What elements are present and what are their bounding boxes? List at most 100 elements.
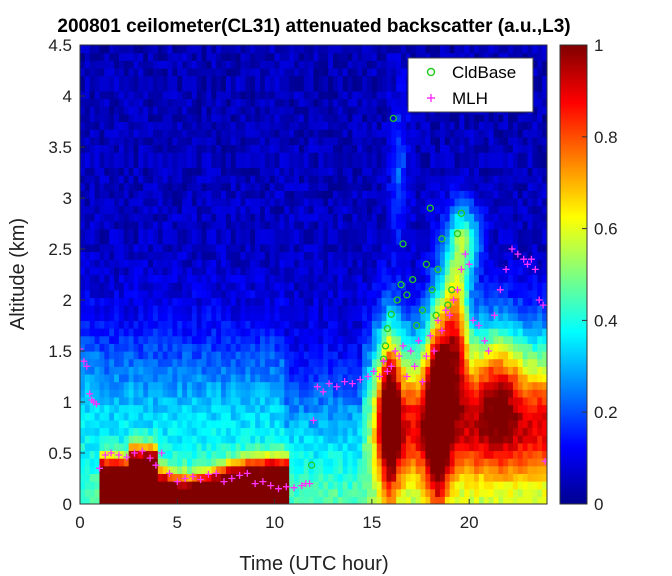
heatmap-cell bbox=[187, 205, 193, 214]
heatmap-cell bbox=[250, 366, 256, 375]
heatmap-cell bbox=[332, 243, 339, 253]
heatmap-cell bbox=[196, 67, 203, 77]
heatmap-cell bbox=[376, 442, 383, 452]
heatmap-cell bbox=[474, 366, 480, 375]
heatmap-cell bbox=[191, 67, 198, 77]
heatmap-cell bbox=[367, 152, 373, 161]
heatmap-cell bbox=[157, 75, 164, 84]
heatmap-cell bbox=[216, 328, 222, 337]
heatmap-cell bbox=[284, 297, 290, 306]
heatmap-cell bbox=[240, 351, 246, 360]
heatmap-cell bbox=[274, 274, 281, 283]
heatmap-cell bbox=[357, 396, 363, 406]
heatmap-cell bbox=[80, 305, 86, 314]
heatmap-cell bbox=[99, 236, 105, 245]
heatmap-cell bbox=[313, 182, 319, 191]
heatmap-cell bbox=[177, 297, 183, 306]
heatmap-cell bbox=[474, 182, 480, 191]
heatmap-cell bbox=[259, 351, 266, 360]
heatmap-cell bbox=[99, 190, 105, 199]
heatmap-cell bbox=[415, 259, 422, 268]
heatmap-cell bbox=[255, 266, 261, 276]
heatmap-cell bbox=[133, 205, 139, 214]
heatmap-cell bbox=[425, 144, 431, 153]
heatmap-cell bbox=[420, 175, 426, 184]
heatmap-cell bbox=[133, 75, 139, 84]
heatmap-cell bbox=[264, 198, 271, 207]
heatmap-cell bbox=[201, 67, 208, 77]
heatmap-cell bbox=[454, 496, 461, 504]
heatmap-cell bbox=[143, 358, 149, 367]
heatmap-cell bbox=[425, 343, 431, 352]
heatmap-cell bbox=[133, 213, 139, 222]
heatmap-cell bbox=[425, 289, 431, 299]
heatmap-cell bbox=[269, 396, 276, 406]
heatmap-cell bbox=[133, 106, 139, 115]
heatmap-cell bbox=[143, 442, 149, 452]
heatmap-cell bbox=[328, 106, 334, 115]
heatmap-cell bbox=[337, 144, 344, 153]
heatmap-cell bbox=[474, 136, 480, 146]
heatmap-cell bbox=[182, 381, 188, 390]
heatmap-cell bbox=[415, 129, 422, 138]
heatmap-cell bbox=[167, 129, 174, 138]
heatmap-cell bbox=[279, 381, 285, 390]
heatmap-cell bbox=[216, 473, 222, 482]
heatmap-cell bbox=[143, 343, 149, 352]
heatmap-cell bbox=[259, 328, 266, 337]
heatmap-cell bbox=[206, 488, 212, 497]
heatmap-cell bbox=[206, 381, 212, 390]
heatmap-cell bbox=[459, 343, 465, 352]
heatmap-cell bbox=[162, 90, 169, 100]
heatmap-cell bbox=[308, 289, 315, 299]
heatmap-cell bbox=[123, 175, 130, 184]
heatmap-cell bbox=[449, 404, 456, 413]
heatmap-cell bbox=[196, 136, 203, 146]
heatmap-cell bbox=[352, 274, 358, 283]
heatmap-cell bbox=[294, 236, 300, 245]
heatmap-cell bbox=[269, 213, 276, 222]
heatmap-cell bbox=[347, 259, 354, 268]
heatmap-cell bbox=[439, 297, 446, 306]
heatmap-cell bbox=[191, 458, 198, 467]
heatmap-cell bbox=[439, 366, 446, 375]
heatmap-cell bbox=[80, 358, 86, 367]
heatmap-cell bbox=[187, 312, 193, 321]
heatmap-cell bbox=[478, 481, 485, 490]
heatmap-cell bbox=[152, 488, 159, 497]
heatmap-cell bbox=[284, 113, 290, 123]
heatmap-cell bbox=[376, 205, 383, 214]
heatmap-cell bbox=[410, 473, 417, 482]
heatmap-cell bbox=[469, 259, 475, 268]
heatmap-cell bbox=[294, 381, 300, 390]
heatmap-cell bbox=[80, 190, 86, 199]
heatmap-cell bbox=[323, 251, 329, 260]
heatmap-cell bbox=[376, 129, 383, 138]
heatmap-cell bbox=[240, 358, 246, 367]
heatmap-cell bbox=[308, 129, 315, 138]
heatmap-cell bbox=[396, 67, 402, 77]
heatmap-cell bbox=[401, 473, 407, 482]
heatmap-cell bbox=[328, 259, 334, 268]
heatmap-cell bbox=[123, 312, 130, 321]
heatmap-cell bbox=[435, 366, 441, 375]
heatmap-cell bbox=[478, 220, 485, 230]
heatmap-cell bbox=[459, 190, 465, 199]
heatmap-cell bbox=[469, 121, 475, 130]
heatmap-cell bbox=[250, 198, 256, 207]
heatmap-cell bbox=[172, 52, 178, 61]
heatmap-cell bbox=[279, 488, 285, 497]
heatmap-cell bbox=[376, 220, 383, 230]
heatmap-cell bbox=[172, 144, 178, 153]
heatmap-cell bbox=[279, 266, 285, 276]
heatmap-cell bbox=[425, 465, 431, 474]
heatmap-cell bbox=[191, 320, 198, 329]
heatmap-cell bbox=[148, 351, 154, 360]
heatmap-cell bbox=[371, 251, 378, 260]
heatmap-cell bbox=[420, 320, 426, 329]
heatmap-cell bbox=[225, 312, 232, 321]
heatmap-cell bbox=[332, 190, 339, 199]
heatmap-cell bbox=[337, 90, 344, 100]
heatmap-cell bbox=[250, 228, 256, 237]
heatmap-cell bbox=[420, 351, 426, 360]
